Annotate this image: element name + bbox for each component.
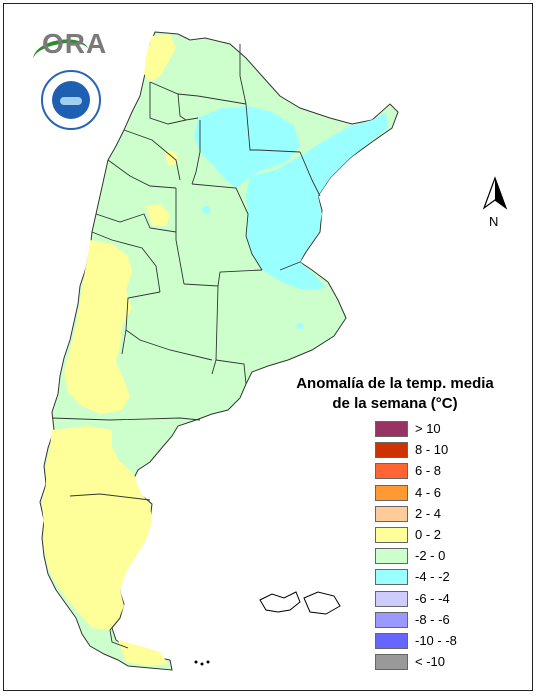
legend-label: 6 - 8 [415, 463, 442, 479]
legend-label: 0 - 2 [415, 526, 442, 542]
malvinas-islands [259, 591, 341, 615]
anomaly-region-0-2-north [144, 34, 176, 82]
anomaly-spot-m4-m2 [202, 206, 210, 214]
legend-title-line2: de la semana (°C) [332, 395, 458, 412]
legend-swatch [375, 548, 408, 565]
legend-swatch [375, 505, 408, 522]
smn-emblem-icon [52, 81, 90, 119]
anomaly-region-0-2-noa [164, 150, 178, 166]
anomaly-region-m4-m2-chaco [194, 106, 300, 188]
legend-swatch [375, 590, 408, 607]
legend-label: -2 - 0 [415, 548, 446, 564]
legend-label: -10 - -8 [415, 632, 457, 648]
anomaly-region-0-2-west [64, 240, 132, 414]
anomaly-region-0-2-patagonia [42, 426, 152, 630]
small-islands [194, 660, 210, 666]
province-boundaries [51, 44, 321, 649]
north-arrow-icon [482, 176, 508, 210]
legend-label: < -10 [415, 654, 445, 670]
legend-swatch [375, 632, 408, 649]
legend-title: Anomalía de la temp. media de la semana … [290, 374, 500, 414]
legend-label: 4 - 6 [415, 484, 442, 500]
legend-title-line1: Anomalía de la temp. media [296, 375, 494, 392]
legend-swatch [375, 569, 408, 586]
ora-logo-text: ORA [42, 28, 108, 59]
legend-swatch [375, 421, 408, 437]
legend-label: > 10 [415, 421, 441, 436]
smn-logo [41, 70, 101, 130]
north-label: N [489, 214, 499, 229]
legend-label: 2 - 4 [415, 505, 442, 521]
anomaly-spot-m4-m2-2 [297, 323, 303, 329]
ora-logo: ORA [30, 28, 110, 64]
legend-swatch [375, 654, 408, 671]
legend-label: -6 - -4 [415, 590, 450, 606]
anomaly-region-0-2-tdf [118, 640, 168, 666]
legend-label: -4 - -2 [415, 569, 450, 585]
legend-swatch [375, 611, 408, 628]
legend-label: -8 - -6 [415, 611, 450, 627]
legend-swatch [375, 484, 408, 501]
legend-swatch [375, 526, 408, 543]
legend-swatch [375, 442, 408, 459]
anomaly-region-m4-m2-litoral [246, 112, 388, 290]
legend-label: 8 - 10 [415, 442, 449, 458]
legend-swatch [375, 463, 408, 480]
anomaly-region-0-2-cuyo [146, 204, 170, 226]
